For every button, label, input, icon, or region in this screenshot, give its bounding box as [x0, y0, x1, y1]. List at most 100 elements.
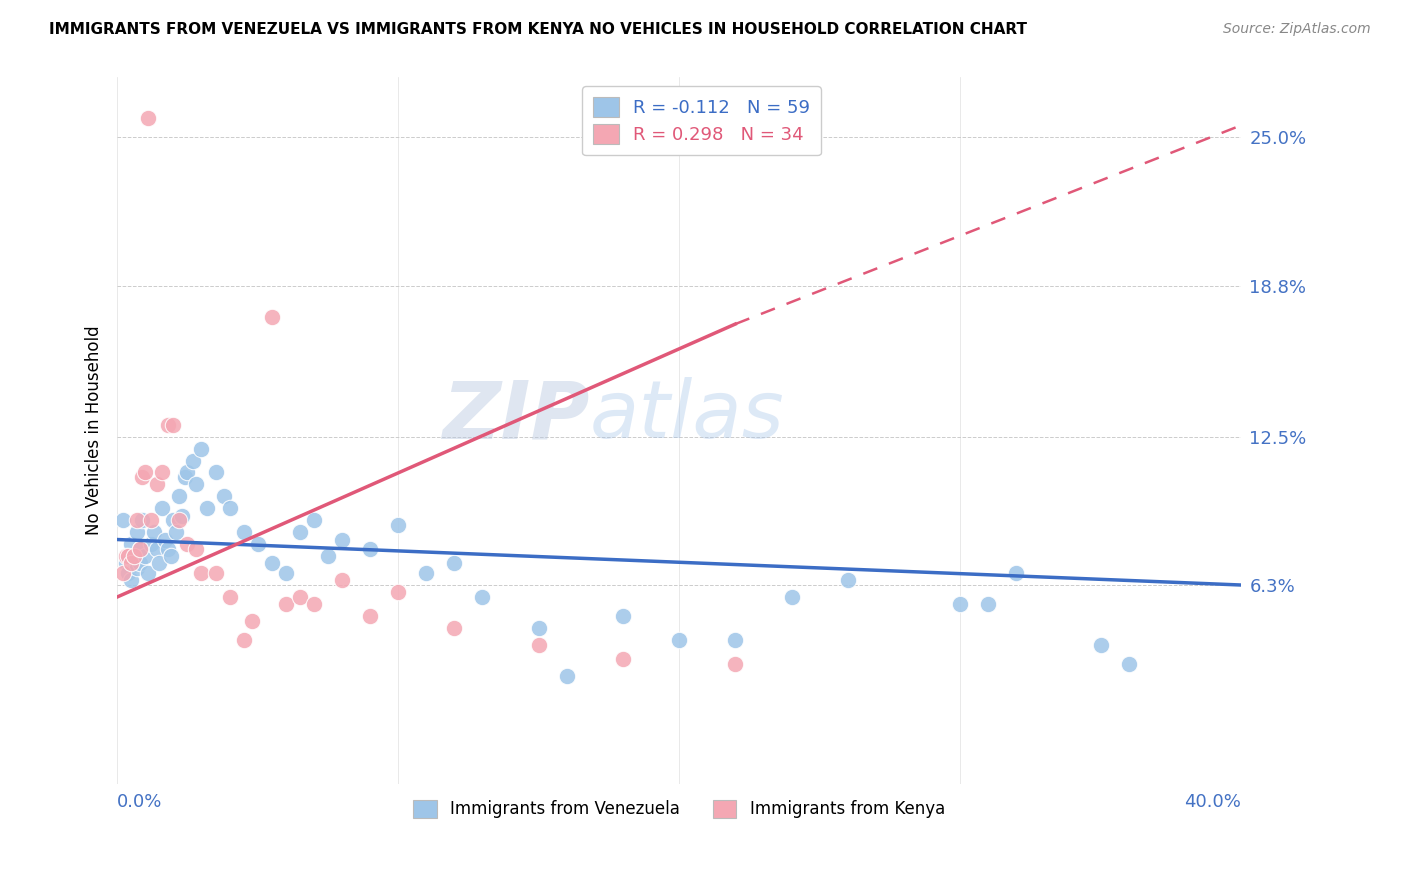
Point: [150, 466, 173, 480]
Point: [359, 542, 381, 557]
Point: [142, 525, 165, 540]
Point: [668, 633, 690, 648]
Point: [159, 549, 181, 564]
Point: [204, 466, 226, 480]
Legend: Immigrants from Venezuela, Immigrants from Kenya: Immigrants from Venezuela, Immigrants fr…: [406, 793, 952, 825]
Point: [156, 542, 179, 557]
Point: [162, 417, 184, 432]
Point: [302, 597, 325, 611]
Point: [218, 501, 240, 516]
Point: [128, 542, 150, 557]
Point: [274, 566, 297, 580]
Point: [387, 585, 409, 599]
Text: 40.0%: 40.0%: [1184, 793, 1241, 812]
Point: [359, 609, 381, 624]
Point: [139, 513, 162, 527]
Point: [260, 557, 283, 571]
Point: [443, 557, 465, 571]
Point: [120, 557, 142, 571]
Y-axis label: No Vehicles in Household: No Vehicles in Household: [86, 326, 103, 535]
Point: [527, 638, 550, 652]
Point: [837, 573, 859, 587]
Point: [125, 513, 148, 527]
Point: [246, 537, 269, 551]
Point: [527, 621, 550, 635]
Point: [117, 549, 139, 564]
Point: [150, 501, 173, 516]
Point: [111, 513, 134, 527]
Point: [148, 557, 170, 571]
Point: [145, 542, 167, 557]
Point: [153, 533, 176, 547]
Point: [555, 669, 578, 683]
Point: [724, 633, 747, 648]
Point: [330, 573, 353, 587]
Point: [190, 442, 212, 456]
Point: [176, 466, 198, 480]
Point: [949, 597, 972, 611]
Point: [128, 542, 150, 557]
Point: [612, 652, 634, 666]
Point: [170, 508, 193, 523]
Point: [260, 310, 283, 324]
Point: [173, 470, 195, 484]
Point: [120, 573, 142, 587]
Point: [977, 597, 1000, 611]
Point: [120, 537, 142, 551]
Point: [134, 549, 156, 564]
Point: [176, 537, 198, 551]
Point: [122, 549, 145, 564]
Point: [184, 477, 207, 491]
Point: [415, 566, 437, 580]
Point: [1090, 638, 1112, 652]
Point: [443, 621, 465, 635]
Point: [181, 453, 204, 467]
Point: [145, 477, 167, 491]
Point: [111, 566, 134, 580]
Point: [122, 549, 145, 564]
Point: [117, 566, 139, 580]
Point: [134, 466, 156, 480]
Text: Source: ZipAtlas.com: Source: ZipAtlas.com: [1223, 22, 1371, 37]
Point: [232, 633, 254, 648]
Point: [131, 470, 153, 484]
Point: [1005, 566, 1028, 580]
Point: [387, 518, 409, 533]
Text: atlas: atlas: [589, 377, 785, 456]
Point: [136, 111, 159, 125]
Point: [190, 566, 212, 580]
Point: [232, 525, 254, 540]
Text: ZIP: ZIP: [441, 377, 589, 456]
Point: [1118, 657, 1140, 671]
Point: [316, 549, 339, 564]
Point: [156, 417, 179, 432]
Point: [167, 490, 190, 504]
Point: [131, 513, 153, 527]
Point: [139, 537, 162, 551]
Point: [612, 609, 634, 624]
Point: [184, 542, 207, 557]
Point: [330, 533, 353, 547]
Point: [136, 566, 159, 580]
Point: [302, 513, 325, 527]
Point: [114, 557, 136, 571]
Point: [128, 557, 150, 571]
Point: [162, 513, 184, 527]
Point: [240, 614, 263, 628]
Text: IMMIGRANTS FROM VENEZUELA VS IMMIGRANTS FROM KENYA NO VEHICLES IN HOUSEHOLD CORR: IMMIGRANTS FROM VENEZUELA VS IMMIGRANTS …: [49, 22, 1028, 37]
Point: [780, 590, 803, 604]
Point: [125, 525, 148, 540]
Point: [288, 525, 311, 540]
Point: [204, 566, 226, 580]
Point: [724, 657, 747, 671]
Point: [114, 549, 136, 564]
Point: [165, 525, 187, 540]
Point: [218, 590, 240, 604]
Point: [288, 590, 311, 604]
Text: 0.0%: 0.0%: [117, 793, 163, 812]
Point: [212, 490, 235, 504]
Point: [195, 501, 218, 516]
Point: [125, 561, 148, 575]
Point: [167, 513, 190, 527]
Point: [274, 597, 297, 611]
